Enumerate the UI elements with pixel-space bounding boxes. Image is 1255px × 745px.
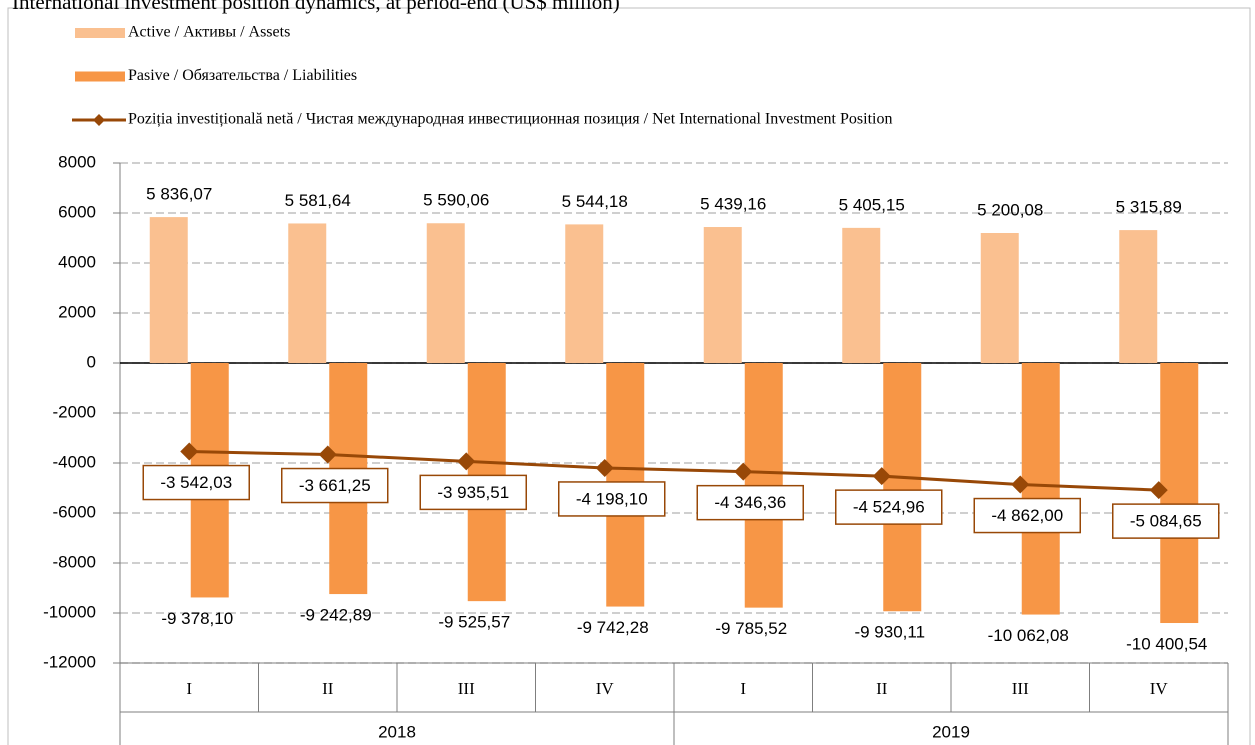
legend-swatch [75,71,125,82]
data-label: -4 346,36 [714,493,786,512]
y-tick-label: 6000 [58,202,96,221]
data-label: 5 581,64 [285,191,351,210]
bar [842,227,881,363]
legend-label: Poziția investițională netă / Чистая меж… [128,111,892,128]
marker [1149,481,1168,500]
data-label: -3 542,03 [160,473,232,492]
data-label: -9 242,89 [300,606,372,625]
data-label: 5 836,07 [146,185,212,204]
data-label: -4 524,96 [853,498,925,517]
data-label: -10 400,54 [1126,634,1207,653]
bar [565,224,604,363]
y-tick-label: 0 [87,352,96,371]
y-tick-label: -12000 [43,652,96,671]
data-label: -9 525,57 [438,613,510,632]
data-label: -9 930,11 [854,623,925,642]
marker [457,452,476,471]
chart-frame [7,7,1251,745]
bar [426,223,465,363]
data-label-box [1112,503,1220,539]
legend-label: Active / Активы / Assets [128,24,290,41]
data-label: -3 935,51 [437,483,509,502]
data-label-box [419,474,527,511]
x-tick-label: IV [596,679,615,698]
y-tick-label: -10000 [43,602,96,621]
data-label: -9 378,10 [161,609,233,628]
bar [980,232,1019,363]
data-label: -9 785,52 [715,619,787,638]
bar [703,227,742,363]
data-label: 5 315,89 [1116,198,1182,217]
data-label-box [142,464,250,501]
y-tick-label: 8000 [58,152,96,171]
group-label: 2018 [378,722,416,741]
x-tick-label: II [322,679,334,698]
y-tick-label: 4000 [58,252,96,271]
line [189,450,1159,492]
legend-label: Pasive / Обязательства / Liabilities [128,67,357,84]
bar [1119,230,1158,363]
y-tick-label: -6000 [53,502,96,521]
data-label: -9 742,28 [577,618,649,637]
group-label: 2019 [932,722,970,741]
x-tick-label: III [458,679,475,698]
legend-marker [93,114,105,126]
marker [872,467,891,486]
marker [180,442,199,461]
data-label-box [973,497,1081,534]
chart-title: International investment position dynami… [12,0,620,14]
marker [734,462,753,481]
marker [1011,475,1030,494]
data-label: -4 198,10 [576,489,648,508]
x-tick-label: II [876,679,888,698]
y-tick-label: -8000 [53,552,96,571]
x-tick-label: I [740,679,746,698]
data-label: -4 862,00 [991,506,1063,525]
bar [288,223,327,363]
data-label: 5 439,16 [700,195,766,214]
data-label: 5 405,15 [839,195,905,214]
marker [318,445,337,464]
x-tick-label: IV [1150,679,1169,698]
bar [1160,363,1199,624]
data-label: 5 200,08 [977,200,1043,219]
data-label-box [281,467,389,504]
bar [1021,363,1060,615]
x-tick-label: I [186,679,192,698]
data-label: -3 661,25 [299,476,371,495]
y-tick-label: -4000 [53,452,96,471]
bar [149,217,188,363]
data-label: 5 544,18 [562,192,628,211]
data-label-box [558,481,666,517]
data-label: 5 590,06 [423,191,489,210]
y-tick-label: 2000 [58,302,96,321]
marker [595,458,614,477]
data-label: -5 084,65 [1130,512,1202,531]
y-tick-label: -2000 [53,402,96,421]
legend-swatch [75,28,125,38]
data-label-box [696,484,804,521]
bar [883,363,922,612]
data-label: -10 062,08 [988,626,1069,645]
data-label-box [835,489,943,525]
x-tick-label: III [1012,679,1029,698]
